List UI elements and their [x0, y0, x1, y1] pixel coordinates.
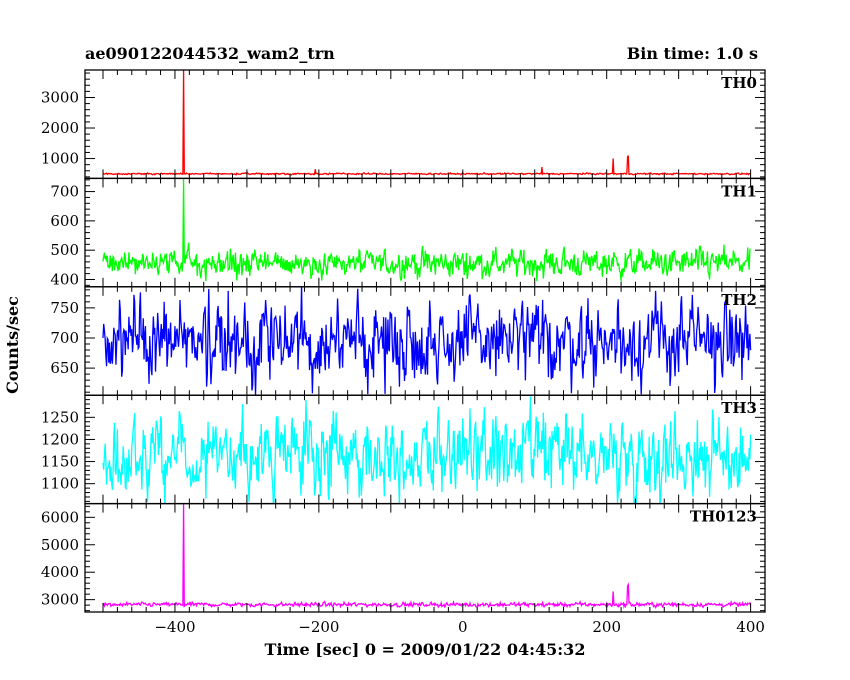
panel-th1: 400 500 600 700 TH1: [50, 177, 766, 288]
y-tick-label: 1250: [41, 408, 79, 426]
y-tick-label: 1000: [41, 150, 79, 168]
y-tick-label: 700: [50, 329, 79, 347]
panel-name-th0: TH0: [721, 74, 757, 92]
y-tick-label: 5000: [41, 536, 79, 554]
chart-title: ae090122044532_wam2_trn: [85, 44, 335, 63]
y-tick-label: 1200: [41, 430, 79, 448]
y-tick-label: 650: [50, 359, 79, 377]
panel-th0123: 3000 4000 5000 6000 TH0123: [41, 502, 766, 613]
y-tick-label: 1100: [41, 475, 79, 493]
panel-name-th0123: TH0123: [690, 508, 757, 526]
series-line-th1: [102, 178, 751, 282]
y-tick-label: 3000: [41, 88, 79, 106]
y-axis-label: Counts/sec: [3, 296, 22, 394]
y-tick-label: 4000: [41, 563, 79, 581]
panel-name-th1: TH1: [721, 182, 757, 200]
y-tick-label: 400: [50, 270, 79, 288]
x-tick-label: 400: [736, 618, 765, 636]
y-tick-label: 1150: [41, 453, 79, 471]
panel-th0: 1000 2000 3000 TH0: [41, 69, 766, 180]
series-line-th2: [102, 286, 752, 396]
y-tick-label: 700: [50, 183, 79, 201]
panel-frame: [84, 502, 766, 613]
y-tick-label: 500: [50, 241, 79, 259]
series-line-th3: [102, 396, 752, 504]
panel-th2: 650 700 750 TH2: [50, 286, 766, 396]
y-tick-label: 3000: [41, 591, 79, 609]
y-tick-label: 6000: [41, 508, 79, 526]
x-tick-label: 200: [592, 618, 621, 636]
panel-th3: 1100 1150 1200 1250 TH3: [41, 394, 766, 505]
series-line-th0: [102, 70, 751, 176]
y-tick-label: 750: [50, 299, 79, 317]
x-tick-label: 0: [458, 618, 468, 636]
series-line-th0123: [102, 503, 752, 610]
bin-time-label: Bin time: 1.0 s: [626, 44, 758, 63]
panel-name-th2: TH2: [721, 291, 757, 309]
panel-name-th3: TH3: [721, 399, 757, 417]
panel-frame: [84, 69, 766, 180]
x-tick-label: −200: [298, 618, 339, 636]
x-tick-label: −400: [154, 618, 195, 636]
y-tick-label: 600: [50, 212, 79, 230]
x-axis-label: Time [sec] 0 = 2009/01/22 04:45:32: [265, 640, 586, 659]
y-tick-label: 2000: [41, 119, 79, 137]
